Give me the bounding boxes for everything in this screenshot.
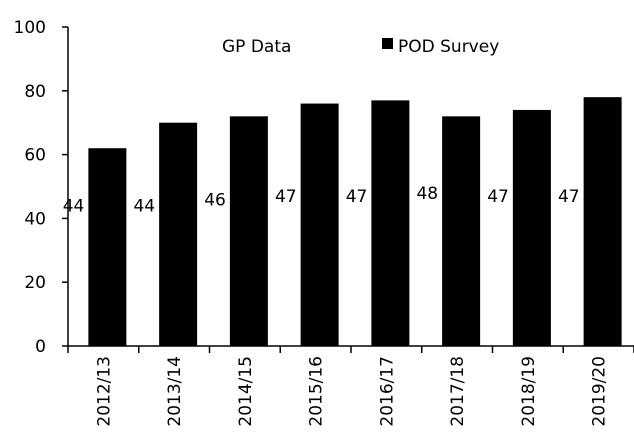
x-category-label: 2012/13 xyxy=(94,356,114,427)
legend: GP Data POD Survey xyxy=(222,37,499,57)
x-category-label: 2015/16 xyxy=(307,356,327,427)
bar-pod-survey xyxy=(371,100,410,347)
gp-data-label: 44 xyxy=(133,197,155,217)
x-axis xyxy=(67,345,634,353)
gp-data-label: 48 xyxy=(416,184,438,204)
y-tick-label: 20 xyxy=(24,273,46,293)
bar-pod-survey xyxy=(512,109,551,346)
x-category-label: 2018/19 xyxy=(519,356,539,427)
gp-data-label: 47 xyxy=(346,187,368,207)
bar-pod-survey xyxy=(229,116,268,346)
y-tick-label: 60 xyxy=(24,146,46,166)
gp-data-label: 46 xyxy=(204,190,226,210)
gp-data-label: 47 xyxy=(558,187,580,207)
x-category-label: 2014/15 xyxy=(236,356,256,427)
y-tick-label: 40 xyxy=(24,209,46,229)
bars xyxy=(88,97,622,347)
bar-pod-survey xyxy=(159,122,198,346)
data-labels: 44 44 46 47 47 48 47 47 xyxy=(63,184,580,217)
category-labels: 2012/13 2013/14 2014/15 2015/16 2016/17 2017/… xyxy=(94,356,609,427)
x-category-label: 2016/17 xyxy=(377,356,397,427)
bar-pod-survey xyxy=(88,148,127,346)
gp-data-label: 47 xyxy=(487,187,509,207)
gp-data-label: 47 xyxy=(275,187,297,207)
gp-data-label: 44 xyxy=(63,197,85,217)
y-tick-label: 0 xyxy=(35,337,46,357)
bar-pod-survey xyxy=(300,103,339,346)
bar-pod-survey xyxy=(442,116,481,346)
legend-pod-survey-swatch xyxy=(382,38,393,49)
x-category-label: 2017/18 xyxy=(448,356,468,427)
bar-pod-survey xyxy=(583,97,622,347)
y-axis: 0 20 40 60 80 100 xyxy=(14,18,69,357)
legend-pod-survey: POD Survey xyxy=(398,37,499,57)
legend-gp-data: GP Data xyxy=(222,37,291,57)
y-tick-label: 80 xyxy=(24,82,46,102)
y-tick-label: 100 xyxy=(14,18,46,38)
x-category-label: 2019/20 xyxy=(590,356,610,427)
x-category-label: 2013/14 xyxy=(165,356,185,427)
